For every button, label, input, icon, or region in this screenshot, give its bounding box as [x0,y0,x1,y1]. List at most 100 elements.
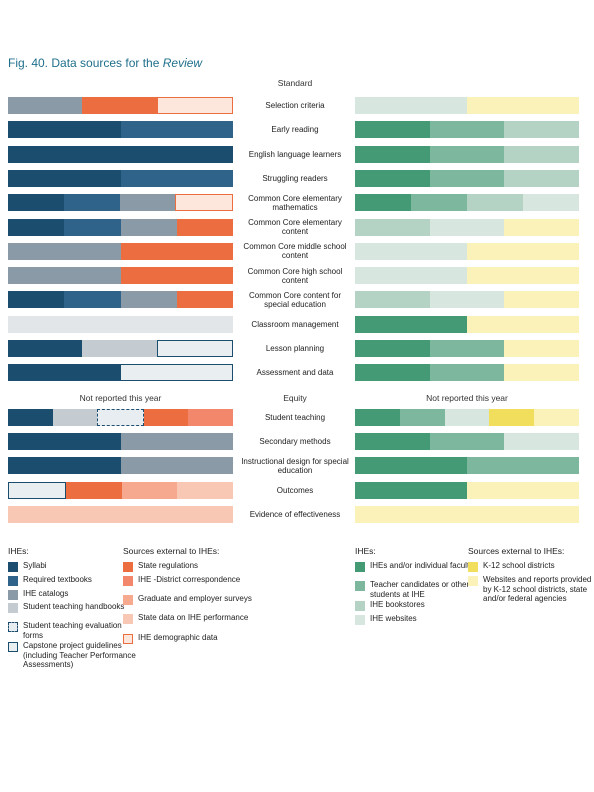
row-label: Common Core elementary content [248,218,342,236]
bar-segment-ext_web [504,218,580,236]
right-bar-13 [355,432,580,450]
legend-swatch-k12 [468,562,478,572]
bar-segment-catalogs [120,457,233,475]
bar-segment-ihe_faculty [355,432,430,450]
bar-segment-candidates [411,194,467,212]
right-bar-4 [355,194,579,212]
bar-segment-candidates [429,121,505,139]
legend-label-ext_web: Websites and reports provided by K-12 sc… [483,575,592,603]
bar-segment-catalogs [119,194,176,212]
left-bar-5 [8,218,233,236]
bar-segment-syllabi [8,121,121,139]
left-bar-4 [8,194,233,212]
right-bar-16 [355,505,579,523]
bar-segment-state_perf [8,505,233,523]
legend-swatch-textbooks [8,576,18,586]
left-bar-6 [8,242,233,260]
bar-segment-bookstores [355,291,430,309]
bar-segment-websites [444,408,490,426]
legend-label-grad_surveys: Graduate and employer surveys [138,594,252,603]
legend-swatch-district [123,576,133,586]
right-bar-10 [355,340,580,357]
bar-segment-state_regs [82,97,157,114]
bar-segment-syllabi [8,457,121,475]
bar-segment-syllabi [8,194,64,212]
bar-segment-syllabi [8,432,121,450]
right-bar-6 [355,242,579,260]
legend-label-ihe_faculty: IHEs and/or individual faculty [370,561,474,570]
bar-segment-syllabi [8,408,53,426]
right-bar-2 [355,145,580,163]
bar-segment-websites [355,242,467,260]
bar-segment-websites [429,218,505,236]
bar-segment-candidates [429,340,505,357]
bar-segment-candidates [467,457,579,475]
bar-segment-catalogs [8,267,121,285]
bar-segment-demographic [156,97,233,114]
legend-title: IHEs: [355,546,376,556]
legend-title: Sources external to IHEs: [123,546,220,556]
bar-segment-state_regs [65,481,122,499]
bar-segment-ihe_faculty [355,145,430,163]
legend-swatch-candidates [355,581,365,591]
bar-segment-k12 [489,408,535,426]
legend-label-state_regs: State regulations [138,561,199,570]
left-bar-11 [8,364,233,382]
legend-label-capstone: Capstone project guidelines (including T… [23,641,136,669]
bar-segment-classroom_gray [8,315,233,333]
right-bar-8 [355,291,580,309]
figure-title: Fig. 40. Data sources for the Review [8,56,203,70]
bar-segment-ext_web [467,242,579,260]
bar-segment-candidates [399,408,445,426]
left-bar-13 [8,432,233,450]
bar-segment-ext_web [355,505,579,523]
bar-segment-ext_web [504,364,580,382]
bar-segment-websites [355,97,467,114]
bar-segment-ext_web [467,315,579,333]
bar-segment-state_regs [176,291,233,309]
bar-segment-syllabi [8,340,83,357]
bar-segment-handbooks [82,340,157,357]
bar-segment-grad_surveys [121,481,178,499]
bar-segment-syllabi [8,218,65,236]
bar-segment-syllabi [8,364,120,382]
bar-segment-handbooks [52,408,98,426]
bar-segment-bookstores [504,169,580,187]
bar-segment-ihe_faculty [355,408,400,426]
legend-swatch-state_regs [123,562,133,572]
bar-segment-textbooks [120,169,233,187]
bar-segment-candidates [429,169,505,187]
legend-swatch-catalogs [8,590,18,600]
legend-swatch-capstone [8,642,18,652]
bar-segment-state_regs [143,408,189,426]
bar-segment-demographic [175,194,233,212]
row-label: Common Core high school content [247,266,343,285]
legend-label-district: IHE -District correspondence [138,575,241,584]
legend-title: IHEs: [8,546,29,556]
bar-segment-catalogs [120,432,233,450]
legend-swatch-state_perf [123,614,133,624]
header-standard: Standard [277,78,313,88]
header-not-reported-right: Not reported this year [426,393,508,403]
bar-segment-ihe_faculty [355,481,467,499]
bar-segment-candidates [429,145,505,163]
row-label: Selection criteria [265,101,325,110]
right-bar-0 [355,97,579,114]
bar-segment-catalogs [8,242,121,260]
bar-segment-websites [504,432,580,450]
row-label: Outcomes [276,485,314,495]
bar-segment-ihe_faculty [355,121,430,139]
bar-segment-ihe_faculty [355,169,430,187]
legend-swatch-syllabi [8,562,18,572]
bar-segment-syllabi [8,169,121,187]
legend-label-websites: IHE websites [370,614,417,623]
left-bar-9 [8,315,233,333]
bar-segment-textbooks [63,194,120,212]
legend-label-eval_forms: Student teaching evaluation forms [23,621,122,640]
left-bar-14 [8,457,233,475]
left-bar-15 [8,481,233,499]
legend-label-catalogs: IHE catalogs [23,589,69,598]
bar-segment-textbooks [64,218,121,236]
row-label: Classroom management [251,319,339,329]
right-bar-11 [355,364,580,382]
